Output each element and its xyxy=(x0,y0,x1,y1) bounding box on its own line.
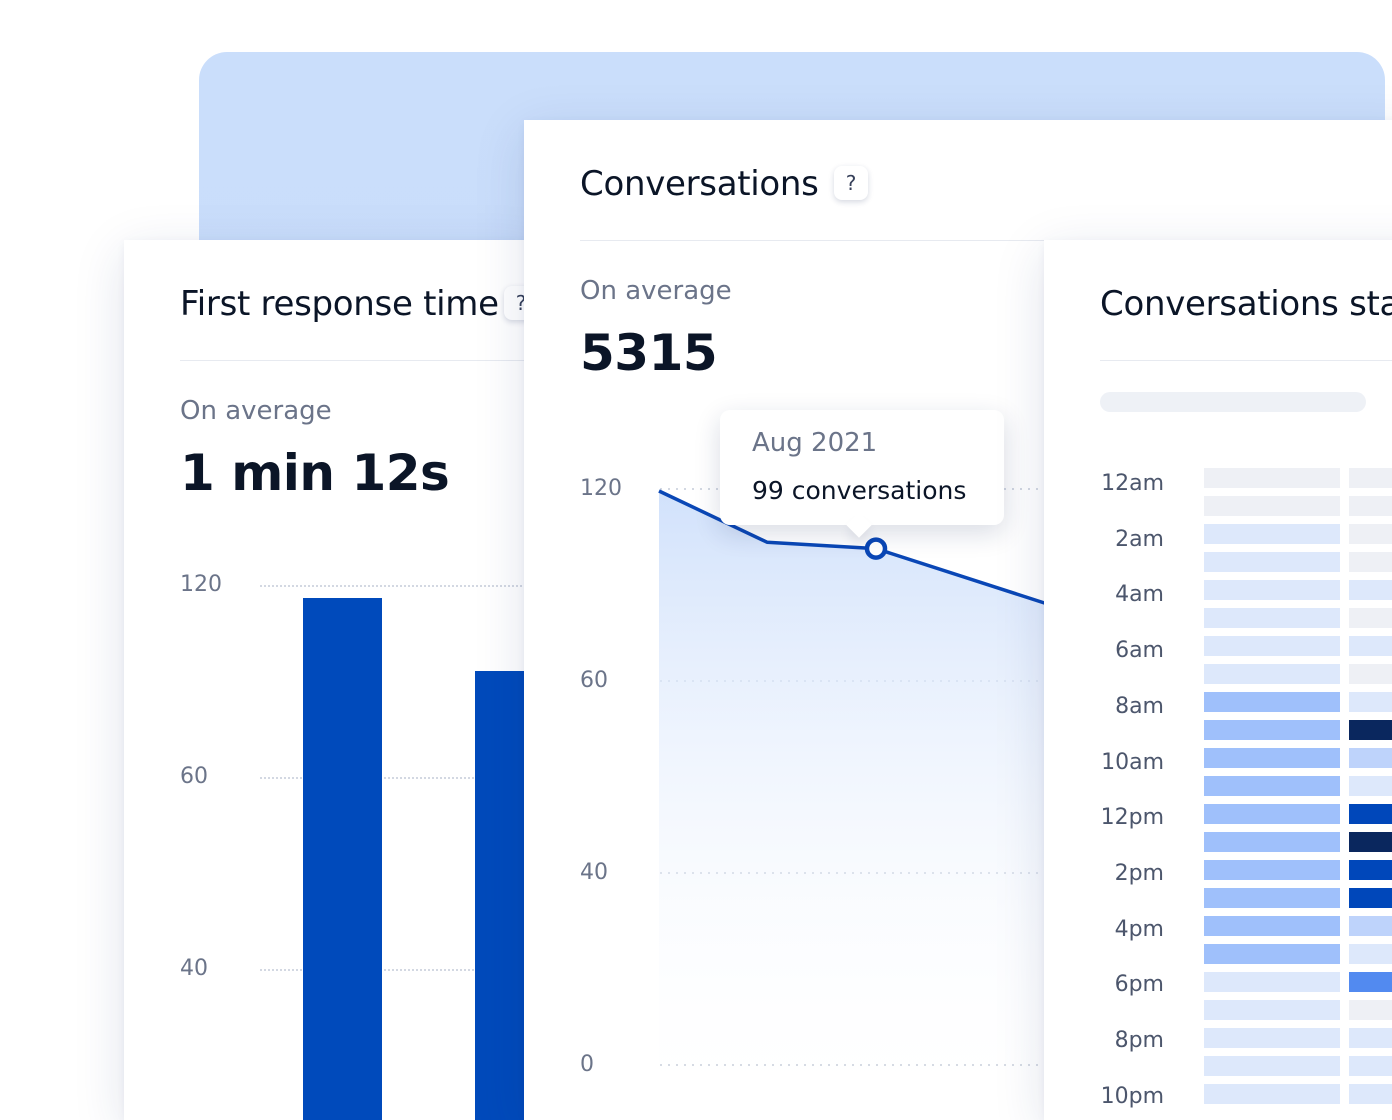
y-tick-label: 120 xyxy=(180,572,222,597)
heatmap-cell[interactable] xyxy=(1204,944,1340,964)
heatmap-cell[interactable] xyxy=(1349,720,1392,740)
gridline xyxy=(260,777,544,779)
heatmap-cell[interactable] xyxy=(1204,664,1340,684)
y-tick-label: 40 xyxy=(580,860,608,885)
heatmap-cell[interactable] xyxy=(1349,804,1392,824)
heatmap-row-label: 4pm xyxy=(1114,916,1164,942)
card-title: First response time xyxy=(180,284,499,324)
loading-placeholder-bar xyxy=(1100,392,1366,412)
heatmap-cell[interactable] xyxy=(1204,552,1340,572)
heatmap-cell[interactable] xyxy=(1349,1028,1392,1048)
divider xyxy=(580,240,1060,241)
heatmap-cell[interactable] xyxy=(1204,972,1340,992)
heatmap-cell[interactable] xyxy=(1204,720,1340,740)
heatmap-row-label: 10am xyxy=(1101,749,1164,775)
heatmap-cell[interactable] xyxy=(1204,580,1340,600)
conversations-status-card: Conversations status 12am 2am 4am 6am 8am 10a… xyxy=(1044,240,1392,1120)
heatmap-cell[interactable] xyxy=(1349,748,1392,768)
heatmap-cell[interactable] xyxy=(1204,608,1340,628)
card-title: Conversations status xyxy=(1100,284,1392,324)
heatmap-row-label: 8pm xyxy=(1114,1028,1164,1053)
heatmap-cell[interactable] xyxy=(1204,496,1340,516)
tooltip-date: Aug 2021 xyxy=(752,428,878,458)
heatmap-cell[interactable] xyxy=(1349,580,1392,600)
gridline xyxy=(260,585,544,587)
heatmap-cell[interactable] xyxy=(1204,1084,1340,1104)
heatmap-row-label: 6pm xyxy=(1114,972,1164,998)
average-label: On average xyxy=(580,276,732,306)
first-response-time-card: First response time ? On average 1 min 1… xyxy=(124,240,544,1120)
heatmap-cell[interactable] xyxy=(1204,1056,1340,1076)
heatmap-cell[interactable] xyxy=(1204,1000,1340,1020)
heatmap-cell[interactable] xyxy=(1349,972,1392,992)
heatmap-row-label: 12pm xyxy=(1100,805,1164,831)
bar[interactable] xyxy=(303,597,382,1120)
heatmap-cell[interactable] xyxy=(1204,832,1340,852)
y-tick-label: 60 xyxy=(180,764,208,789)
area-fill xyxy=(659,491,1094,1120)
heatmap-cell[interactable] xyxy=(1349,832,1392,852)
heatmap-cell[interactable] xyxy=(1349,776,1392,796)
y-tick-label: 0 xyxy=(580,1052,594,1077)
heatmap-cell[interactable] xyxy=(1349,1000,1392,1020)
heatmap-row-label: 2am xyxy=(1115,526,1164,552)
heatmap-cell[interactable] xyxy=(1349,692,1392,712)
heatmap-cell[interactable] xyxy=(1204,748,1340,768)
heatmap-cell[interactable] xyxy=(1349,944,1392,964)
heatmap-cell[interactable] xyxy=(1349,552,1392,572)
line-chart-canvas xyxy=(658,488,1095,1120)
average-value: 1 min 12s xyxy=(180,444,450,502)
gridline xyxy=(260,969,544,971)
heatmap-cell[interactable] xyxy=(1349,916,1392,936)
heatmap-cell[interactable] xyxy=(1204,888,1340,908)
y-tick-label: 120 xyxy=(580,476,622,501)
divider xyxy=(1100,360,1392,361)
heatmap-cell[interactable] xyxy=(1349,860,1392,880)
card-title: Conversations xyxy=(580,164,819,204)
heatmap-cell[interactable] xyxy=(1349,1056,1392,1076)
heatmap-cell[interactable] xyxy=(1349,1084,1392,1104)
heatmap-cell[interactable] xyxy=(1204,776,1340,796)
heatmap-row-label: 8am xyxy=(1115,693,1164,719)
divider xyxy=(180,360,544,361)
series-line xyxy=(658,489,1095,621)
heatmap-row-label: 6am xyxy=(1115,638,1164,664)
average-value: 5315 xyxy=(580,324,718,382)
heatmap-cell[interactable] xyxy=(1204,524,1340,544)
heatmap-cell[interactable] xyxy=(1204,468,1340,488)
heatmap-row-label: 10pm xyxy=(1100,1083,1164,1109)
heatmap-cell[interactable] xyxy=(1349,608,1392,628)
highlight-point[interactable] xyxy=(864,537,888,560)
average-label: On average xyxy=(180,396,332,426)
heatmap-cell[interactable] xyxy=(1349,664,1392,684)
heatmap-cell[interactable] xyxy=(1349,468,1392,488)
help-button[interactable]: ? xyxy=(834,166,868,200)
heatmap-cell[interactable] xyxy=(1204,636,1340,656)
heatmap-row-label: 12am xyxy=(1101,471,1164,496)
heatmap-cell[interactable] xyxy=(1204,1028,1340,1048)
heatmap-cell[interactable] xyxy=(1204,916,1340,936)
chart-tooltip: Aug 2021 99 conversations xyxy=(720,410,1004,525)
heatmap-cell[interactable] xyxy=(1204,692,1340,712)
heatmap-row-label: 4am xyxy=(1115,582,1164,608)
heatmap-cell[interactable] xyxy=(1349,496,1392,516)
heatmap-cell[interactable] xyxy=(1349,636,1392,656)
heatmap-row-label: 2pm xyxy=(1114,860,1164,886)
y-tick-label: 60 xyxy=(580,668,608,693)
heatmap-cell[interactable] xyxy=(1349,888,1392,908)
heatmap-cell[interactable] xyxy=(1349,524,1392,544)
heatmap-cell[interactable] xyxy=(1204,860,1340,880)
y-tick-label: 40 xyxy=(180,956,208,981)
heatmap-cell[interactable] xyxy=(1204,804,1340,824)
tooltip-value: 99 conversations xyxy=(752,476,967,505)
